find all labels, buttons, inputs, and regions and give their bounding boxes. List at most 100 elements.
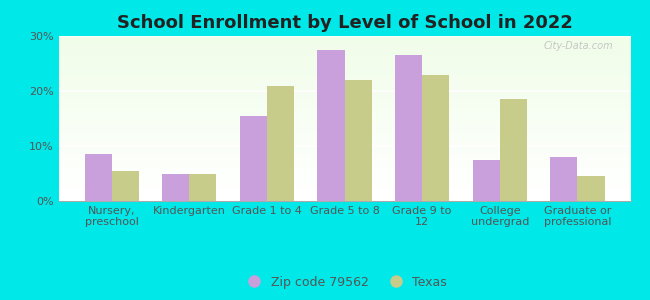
Bar — [58, 159, 630, 160]
Bar — [58, 93, 630, 94]
Bar — [58, 187, 630, 188]
Bar — [58, 54, 630, 55]
Bar — [58, 38, 630, 39]
Bar — [58, 182, 630, 183]
Bar — [58, 42, 630, 43]
Bar — [58, 70, 630, 71]
Bar — [58, 126, 630, 127]
Bar — [58, 87, 630, 88]
Text: City-Data.com: City-Data.com — [543, 41, 614, 51]
Bar — [58, 56, 630, 57]
Bar — [58, 168, 630, 169]
Bar — [58, 72, 630, 73]
Bar — [344, 80, 372, 201]
Bar — [58, 121, 630, 122]
Bar — [58, 61, 630, 62]
Bar — [58, 195, 630, 196]
Legend: Zip code 79562, Texas: Zip code 79562, Texas — [237, 271, 452, 294]
Bar — [58, 89, 630, 90]
Bar — [58, 181, 630, 182]
Bar — [58, 136, 630, 137]
Bar — [189, 173, 216, 201]
Bar — [58, 98, 630, 99]
Bar — [58, 76, 630, 77]
Bar — [58, 66, 630, 67]
Bar — [58, 140, 630, 141]
Bar — [58, 145, 630, 146]
Bar — [58, 158, 630, 159]
Bar — [58, 165, 630, 166]
Bar — [58, 63, 630, 64]
Bar — [240, 116, 267, 201]
Bar — [58, 83, 630, 84]
Bar — [58, 167, 630, 168]
Bar — [58, 114, 630, 115]
Bar — [162, 173, 189, 201]
Bar — [58, 39, 630, 40]
Bar — [58, 173, 630, 174]
Bar — [58, 148, 630, 149]
Bar — [58, 180, 630, 181]
Bar — [58, 96, 630, 97]
Bar — [58, 46, 630, 47]
Bar — [58, 170, 630, 171]
Bar — [58, 37, 630, 38]
Bar — [58, 85, 630, 86]
Bar — [58, 67, 630, 68]
Bar — [58, 190, 630, 191]
Bar — [422, 74, 449, 201]
Bar — [58, 125, 630, 126]
Bar — [317, 50, 344, 201]
Bar — [58, 69, 630, 70]
Bar — [58, 102, 630, 103]
Bar — [58, 85, 630, 86]
Bar — [58, 88, 630, 89]
Bar — [58, 141, 630, 142]
Bar — [58, 50, 630, 51]
Bar — [58, 111, 630, 112]
Bar — [58, 124, 630, 125]
Bar — [58, 163, 630, 164]
Bar — [58, 156, 630, 157]
Bar — [58, 106, 630, 107]
Bar — [58, 47, 630, 48]
Bar — [58, 49, 630, 50]
Bar — [58, 193, 630, 194]
Bar — [58, 174, 630, 175]
Bar — [58, 118, 630, 119]
Bar — [58, 119, 630, 120]
Bar — [58, 192, 630, 193]
Bar — [58, 151, 630, 152]
Bar — [58, 191, 630, 192]
Bar — [58, 179, 630, 180]
Bar — [58, 188, 630, 189]
Bar — [58, 122, 630, 123]
Bar — [58, 67, 630, 68]
Bar — [58, 184, 630, 185]
Bar — [58, 189, 630, 190]
Bar — [473, 160, 500, 201]
Bar — [58, 110, 630, 111]
Bar — [58, 86, 630, 87]
Bar — [58, 143, 630, 144]
Bar — [58, 164, 630, 165]
Bar — [58, 95, 630, 96]
Bar — [58, 146, 630, 147]
Bar — [58, 101, 630, 102]
Bar — [58, 177, 630, 178]
Bar — [58, 55, 630, 56]
Bar — [58, 58, 630, 59]
Bar — [58, 103, 630, 104]
Bar — [58, 40, 630, 41]
Bar — [58, 197, 630, 198]
Bar — [550, 157, 577, 201]
Bar — [58, 175, 630, 176]
Bar — [58, 116, 630, 117]
Bar — [58, 94, 630, 95]
Bar — [58, 81, 630, 82]
Bar — [58, 62, 630, 63]
Bar — [58, 59, 630, 60]
Bar — [58, 171, 630, 172]
Bar — [58, 115, 630, 116]
Bar — [58, 60, 630, 61]
